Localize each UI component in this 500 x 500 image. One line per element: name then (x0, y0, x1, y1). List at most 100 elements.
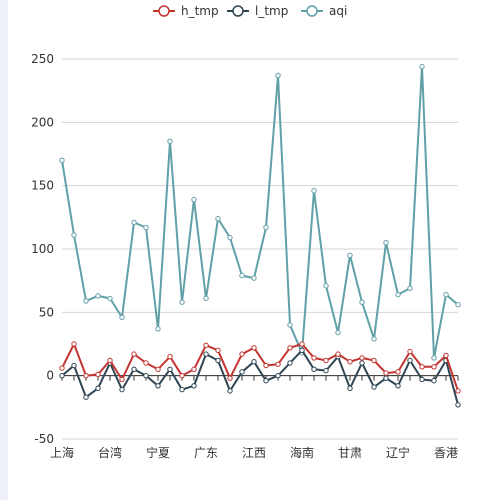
data-point[interactable] (323, 283, 329, 289)
data-point[interactable] (443, 352, 449, 359)
data-point[interactable] (71, 232, 77, 238)
data-point[interactable] (167, 366, 173, 373)
data-point[interactable] (155, 383, 161, 389)
data-point[interactable] (119, 376, 125, 383)
legend-item-aqi[interactable]: aqi (301, 4, 347, 18)
data-point[interactable] (131, 219, 137, 226)
data-point[interactable] (323, 357, 329, 364)
data-point[interactable] (311, 366, 317, 373)
data-point[interactable] (275, 372, 281, 379)
data-point[interactable] (419, 376, 425, 383)
data-point[interactable] (143, 360, 149, 366)
data-point[interactable] (359, 299, 365, 305)
data-point[interactable] (95, 371, 101, 378)
data-point[interactable] (59, 372, 65, 379)
data-point[interactable] (107, 295, 113, 302)
data-point[interactable] (227, 375, 233, 381)
data-point[interactable] (251, 275, 257, 281)
data-point[interactable] (239, 369, 245, 375)
data-point[interactable] (395, 369, 401, 375)
data-point[interactable] (275, 361, 281, 367)
data-point[interactable] (203, 351, 209, 357)
data-point[interactable] (323, 367, 329, 374)
data-point[interactable] (143, 224, 149, 231)
data-point[interactable] (131, 351, 137, 357)
data-point[interactable] (239, 351, 245, 357)
data-point[interactable] (263, 362, 269, 369)
data-point[interactable] (299, 347, 305, 354)
data-point[interactable] (311, 188, 317, 194)
data-point[interactable] (203, 295, 209, 302)
data-point[interactable] (83, 372, 89, 379)
data-point[interactable] (179, 386, 185, 393)
data-point[interactable] (371, 384, 377, 390)
data-point[interactable] (275, 72, 281, 79)
data-point[interactable] (95, 385, 101, 392)
data-point[interactable] (383, 239, 389, 246)
data-point[interactable] (407, 357, 413, 364)
data-point[interactable] (455, 302, 461, 308)
data-point[interactable] (179, 299, 185, 305)
data-point[interactable] (203, 342, 209, 348)
data-point[interactable] (299, 341, 305, 347)
data-point[interactable] (383, 370, 389, 376)
data-point[interactable] (395, 383, 401, 389)
data-point[interactable] (95, 293, 101, 299)
data-point[interactable] (287, 322, 293, 328)
data-point[interactable] (215, 215, 221, 222)
data-point[interactable] (431, 378, 437, 384)
data-point[interactable] (71, 341, 77, 347)
data-point[interactable] (419, 63, 425, 70)
legend-item-h_tmp[interactable]: h_tmp (153, 4, 219, 18)
data-point[interactable] (431, 364, 437, 370)
data-point[interactable] (263, 378, 269, 384)
data-point[interactable] (191, 366, 197, 373)
data-point[interactable] (347, 359, 353, 365)
data-point[interactable] (167, 138, 173, 145)
data-point[interactable] (155, 366, 161, 373)
data-point[interactable] (131, 366, 137, 373)
data-point[interactable] (431, 355, 437, 361)
data-point[interactable] (287, 345, 293, 351)
data-point[interactable] (335, 329, 341, 336)
data-point[interactable] (287, 360, 293, 366)
data-point[interactable] (59, 157, 65, 164)
data-point[interactable] (311, 355, 317, 361)
data-point[interactable] (263, 224, 269, 231)
data-point[interactable] (335, 351, 341, 357)
data-point[interactable] (215, 357, 221, 364)
data-point[interactable] (83, 394, 89, 400)
data-point[interactable] (155, 326, 161, 332)
data-point[interactable] (371, 336, 377, 342)
data-point[interactable] (215, 347, 221, 354)
data-point[interactable] (371, 357, 377, 364)
data-point[interactable] (71, 362, 77, 369)
data-point[interactable] (119, 314, 125, 321)
data-point[interactable] (359, 355, 365, 361)
data-point[interactable] (227, 234, 233, 241)
data-point[interactable] (359, 360, 365, 366)
data-point[interactable] (419, 364, 425, 370)
data-point[interactable] (119, 386, 125, 393)
data-point[interactable] (107, 357, 113, 364)
data-point[interactable] (167, 353, 173, 360)
data-point[interactable] (407, 348, 413, 355)
data-point[interactable] (191, 196, 197, 203)
data-point[interactable] (383, 375, 389, 381)
data-point[interactable] (395, 291, 401, 298)
data-point[interactable] (143, 372, 149, 379)
data-point[interactable] (227, 388, 233, 394)
data-point[interactable] (407, 285, 413, 291)
data-point[interactable] (455, 388, 461, 394)
data-point[interactable] (443, 291, 449, 298)
legend-item-l_tmp[interactable]: l_tmp (227, 4, 288, 18)
data-point[interactable] (347, 385, 353, 392)
data-point[interactable] (191, 383, 197, 389)
data-point[interactable] (83, 298, 89, 304)
data-point[interactable] (347, 252, 353, 259)
data-point[interactable] (251, 359, 257, 365)
data-point[interactable] (59, 365, 65, 371)
data-point[interactable] (455, 402, 461, 408)
data-point[interactable] (239, 272, 245, 279)
data-point[interactable] (179, 372, 185, 379)
